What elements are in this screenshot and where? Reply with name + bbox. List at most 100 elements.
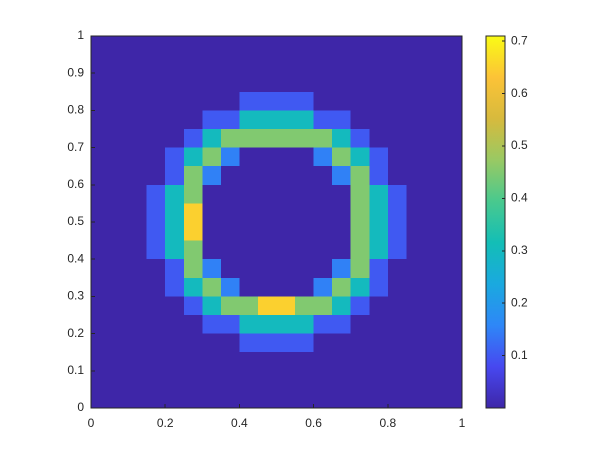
heatmap-cell (202, 296, 222, 316)
heatmap-cell (257, 222, 277, 242)
heatmap-cell (369, 36, 389, 56)
heatmap-cell (369, 259, 389, 279)
heatmap-cell (443, 333, 463, 353)
heatmap-cell (183, 222, 203, 242)
heatmap-cell (350, 54, 370, 74)
heatmap-cell (257, 370, 277, 390)
heatmap-cell (202, 73, 222, 93)
heatmap-cell (406, 370, 426, 390)
heatmap-cell (257, 315, 277, 335)
heatmap-cell (109, 315, 129, 335)
heatmap-cell (109, 36, 129, 56)
heatmap-cell (109, 129, 129, 149)
colorbar-tick-label: 0.5 (511, 138, 528, 152)
heatmap-cell (128, 91, 148, 111)
heatmap-cell (165, 277, 185, 297)
heatmap-cell (220, 296, 240, 316)
colorbar-tick-label: 0.7 (511, 33, 528, 47)
heatmap-cell (202, 184, 222, 204)
heatmap-cell (424, 184, 444, 204)
heatmap-cell (146, 203, 166, 223)
heatmap-cell (183, 277, 203, 297)
y-tick-label: 0 (77, 400, 84, 414)
heatmap-cell (239, 73, 259, 93)
heatmap-cell (220, 352, 240, 372)
heatmap-cell (424, 370, 444, 390)
heatmap-cell (109, 296, 129, 316)
heatmap-cell (183, 352, 203, 372)
heatmap-cell (91, 352, 111, 372)
heatmap-cell (406, 240, 426, 260)
heatmap-cell (183, 110, 203, 130)
heatmap-cell (220, 54, 240, 74)
heatmap-cell (406, 315, 426, 335)
heatmap-cell (146, 222, 166, 242)
heatmap-cell (369, 352, 389, 372)
heatmap-cell (295, 110, 315, 130)
heatmap-cell (239, 203, 259, 223)
heatmap-cell (406, 203, 426, 223)
heatmap-cell (276, 389, 296, 409)
heatmap-cell (257, 184, 277, 204)
heatmap-cell (146, 240, 166, 260)
heatmap-cell (387, 166, 407, 186)
heatmap-cell (350, 129, 370, 149)
heatmap-cell (276, 296, 296, 316)
heatmap-cell (239, 389, 259, 409)
heatmap-cell (109, 352, 129, 372)
heatmap-cell (109, 222, 129, 242)
heatmap-cell (165, 184, 185, 204)
heatmap-cell (313, 36, 333, 56)
heatmap-cell (109, 91, 129, 111)
heatmap-cell (387, 203, 407, 223)
heatmap-cell (313, 277, 333, 297)
heatmap-cell (276, 352, 296, 372)
heatmap-cell (239, 110, 259, 130)
heatmap-cell (109, 73, 129, 93)
heatmap-cell (128, 277, 148, 297)
heatmap-cell (91, 73, 111, 93)
heatmap-cell (369, 277, 389, 297)
heatmap-cell (443, 240, 463, 260)
heatmap-cell (202, 352, 222, 372)
heatmap-cell (295, 389, 315, 409)
heatmap-cell (424, 389, 444, 409)
heatmap-cell (332, 389, 352, 409)
heatmap-cell (91, 110, 111, 130)
heatmap-cell (313, 222, 333, 242)
heatmap-cell (165, 129, 185, 149)
heatmap-cell (350, 315, 370, 335)
heatmap-cell (424, 259, 444, 279)
heatmap-cell (202, 240, 222, 260)
heatmap-cell (128, 166, 148, 186)
heatmap-cell (257, 129, 277, 149)
heatmap-cell (313, 296, 333, 316)
heatmap-cell (146, 91, 166, 111)
heatmap-cell (91, 36, 111, 56)
heatmap-cell (387, 129, 407, 149)
heatmap-cell (202, 222, 222, 242)
heatmap-cell (220, 129, 240, 149)
heatmap-cell (146, 389, 166, 409)
heatmap-cell (387, 36, 407, 56)
heatmap-cell (350, 296, 370, 316)
heatmap-cell (313, 352, 333, 372)
heatmap-cell (313, 129, 333, 149)
heatmap-cell (350, 389, 370, 409)
heatmap-cell (350, 277, 370, 297)
heatmap-cell (165, 91, 185, 111)
heatmap-cell (183, 203, 203, 223)
heatmap-cell (109, 147, 129, 167)
heatmap-cell (91, 370, 111, 390)
heatmap-cell (387, 184, 407, 204)
heatmap-cell (257, 277, 277, 297)
heatmap-cell (350, 240, 370, 260)
heatmap-cell (332, 36, 352, 56)
heatmap-cell (91, 277, 111, 297)
heatmap-cell (220, 222, 240, 242)
heatmap-cell (165, 389, 185, 409)
heatmap-cell (406, 147, 426, 167)
heatmap-cell (239, 129, 259, 149)
heatmap-cell (369, 370, 389, 390)
heatmap-cell (220, 259, 240, 279)
